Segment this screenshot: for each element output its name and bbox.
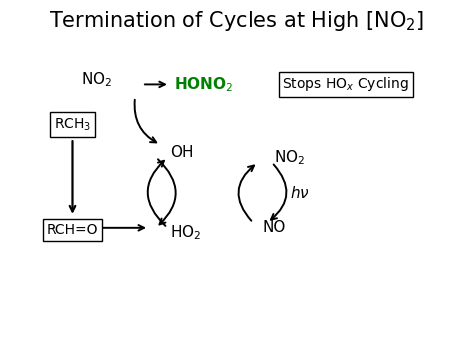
Text: NO: NO: [263, 220, 286, 235]
Text: RCH$_3$: RCH$_3$: [54, 116, 91, 133]
Text: HONO$_2$: HONO$_2$: [174, 75, 234, 94]
Text: Stops HO$_x$ Cycling: Stops HO$_x$ Cycling: [283, 75, 410, 93]
Text: h$\nu$: h$\nu$: [290, 185, 310, 201]
Text: OH: OH: [170, 145, 193, 160]
Text: NO$_2$: NO$_2$: [81, 70, 112, 89]
Text: NO$_2$: NO$_2$: [274, 148, 305, 167]
Text: HO$_2$: HO$_2$: [170, 224, 201, 242]
Text: Termination of Cycles at High [NO$_2$]: Termination of Cycles at High [NO$_2$]: [49, 9, 425, 33]
Text: RCH=O: RCH=O: [47, 223, 98, 237]
